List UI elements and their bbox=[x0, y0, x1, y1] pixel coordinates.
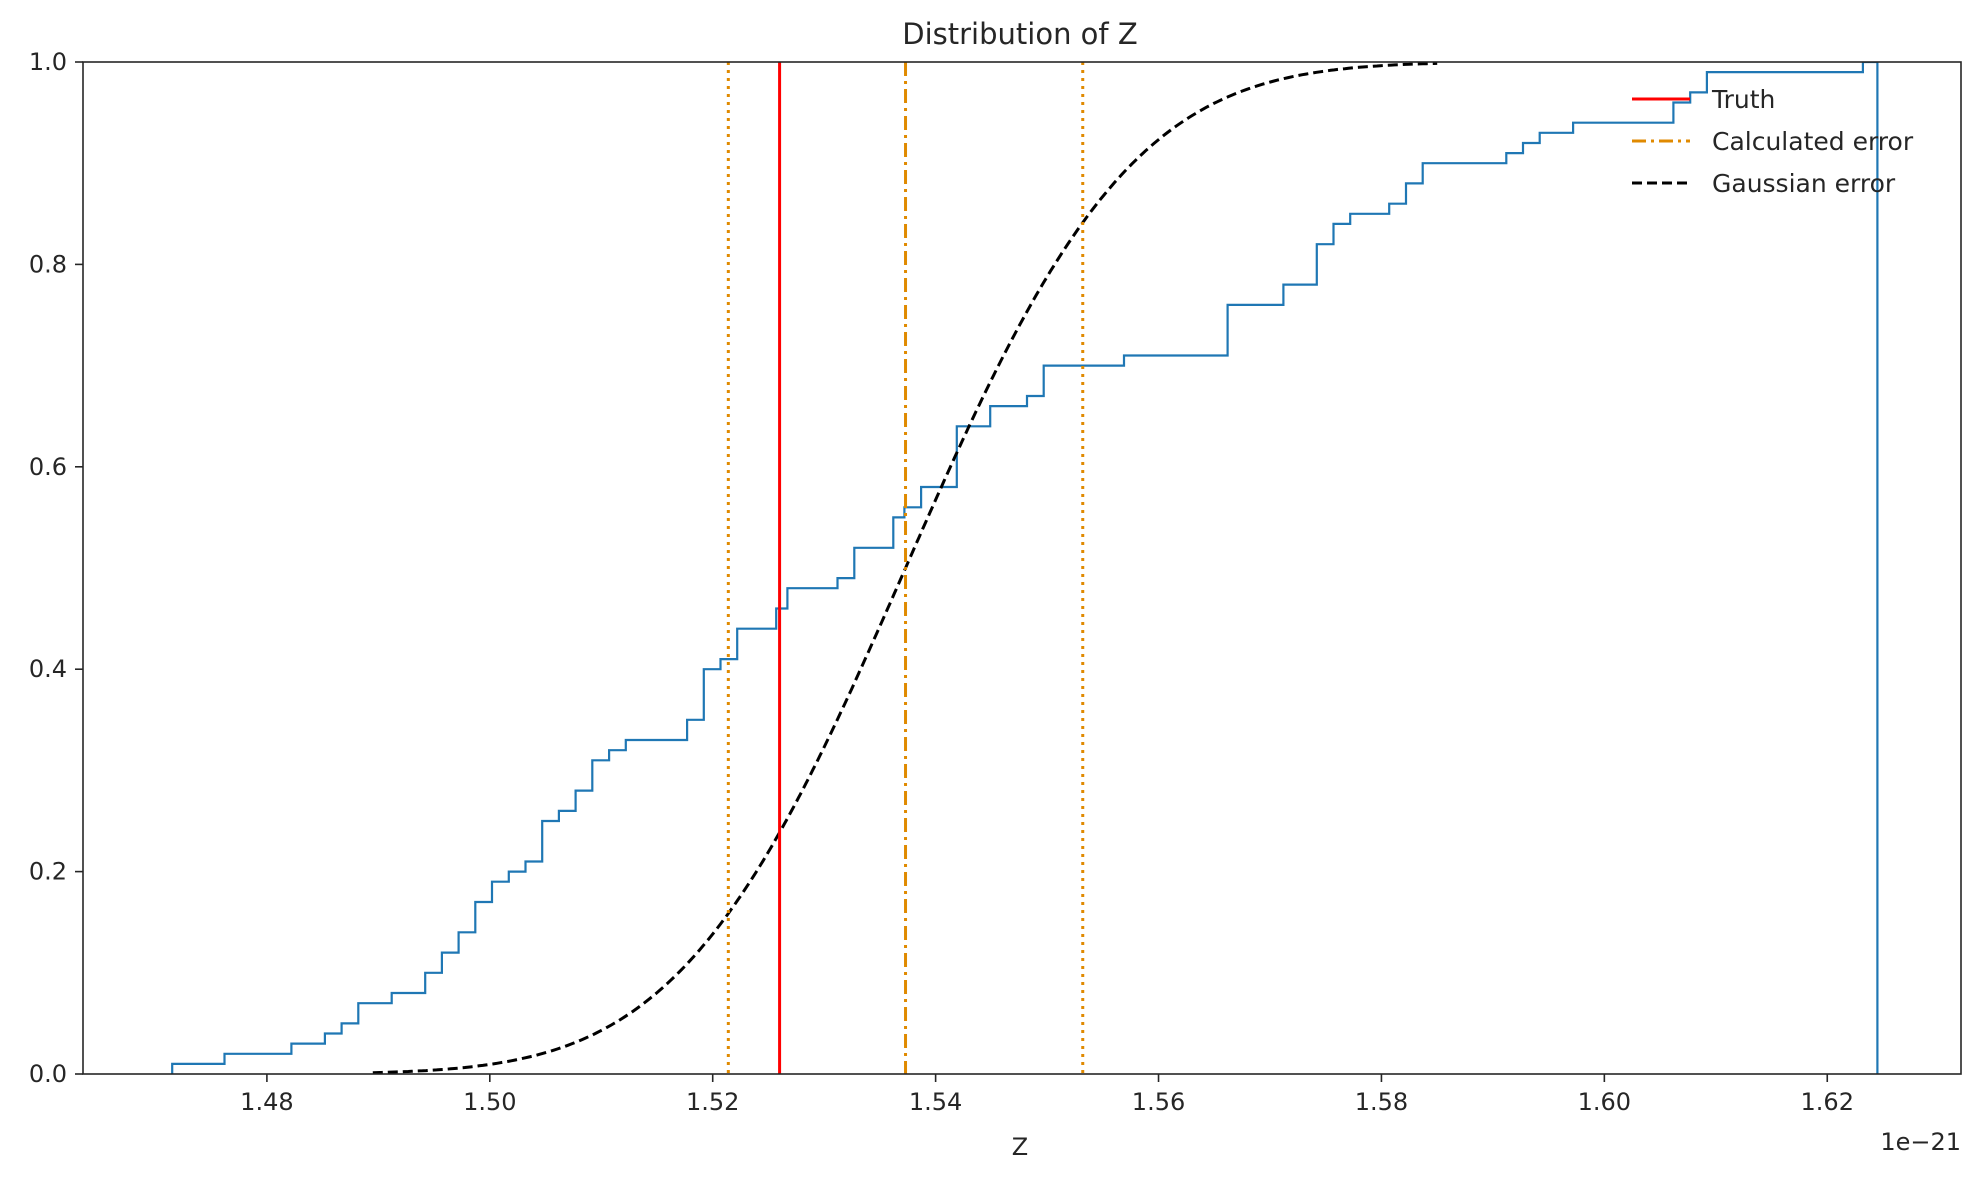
y-tick-label: 1.0 bbox=[29, 48, 67, 76]
y-tick-label: 0.0 bbox=[29, 1060, 67, 1088]
ecdf-line bbox=[171, 62, 1879, 1074]
y-tick-label: 0.8 bbox=[29, 250, 67, 278]
x-tick-label: 1.60 bbox=[1578, 1088, 1631, 1116]
y-axis: 0.0 0.2 0.4 0.6 0.8 1.0 bbox=[29, 48, 83, 1088]
legend-label-gaussian-error: Gaussian error bbox=[1712, 169, 1896, 198]
legend-label-calculated-error: Calculated error bbox=[1712, 127, 1914, 156]
y-tick-label: 0.4 bbox=[29, 655, 67, 683]
plot-frame bbox=[82, 61, 1962, 1075]
x-axis-label: Z bbox=[1012, 1133, 1028, 1161]
x-tick-label: 1.54 bbox=[909, 1088, 962, 1116]
x-tick-label: 1.50 bbox=[463, 1088, 516, 1116]
x-tick-label: 1.52 bbox=[686, 1088, 739, 1116]
x-tick-label: 1.56 bbox=[1132, 1088, 1185, 1116]
y-tick-label: 0.6 bbox=[29, 453, 67, 481]
plot-area bbox=[171, 62, 1879, 1074]
x-axis: 1.48 1.50 1.52 1.54 1.56 1.58 1.60 1.62 bbox=[240, 1074, 1854, 1116]
x-tick-label: 1.48 bbox=[240, 1088, 293, 1116]
legend-label-truth: Truth bbox=[1711, 85, 1775, 114]
y-tick-label: 0.2 bbox=[29, 858, 67, 886]
chart-title: Distribution of Z bbox=[902, 17, 1137, 51]
x-tick-label: 1.62 bbox=[1801, 1088, 1854, 1116]
x-tick-label: 1.58 bbox=[1355, 1088, 1408, 1116]
legend: Truth Calculated error Gaussian error bbox=[1632, 85, 1914, 198]
x-offset-label: 1e−21 bbox=[1880, 1128, 1961, 1156]
